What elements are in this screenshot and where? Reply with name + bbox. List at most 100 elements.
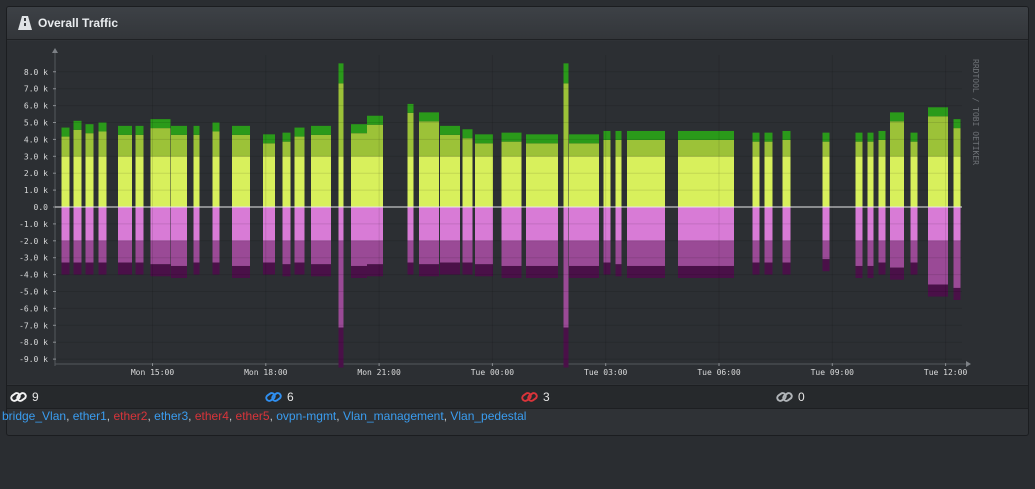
outbound-bar-peak [135,262,144,275]
outbound-bar-peak [73,262,82,275]
outbound-bar-low [338,207,344,241]
outbound-bar-peak [171,265,187,278]
inbound-bar-low [928,156,948,207]
outbound-bar-peak [85,262,94,275]
inbound-bar-peak [627,130,665,140]
inbound-bar-low [867,156,874,207]
outbound-bar-peak [878,262,886,275]
outbound-bar-mid [150,240,171,265]
outbound-bar-peak [440,262,460,275]
outbound-bar-mid [569,240,599,266]
separator: , [336,409,343,423]
outbound-bar-peak [953,287,961,300]
inbound-bar-peak [569,134,599,144]
inbound-bar-mid [878,139,886,157]
outbound-bar-low [953,207,961,241]
outbound-bar-low [878,207,886,241]
outbound-bar-peak [867,265,874,278]
outbound-bar-mid [85,240,94,263]
outbound-bar-low [61,207,70,241]
outbound-bar-mid [603,240,611,263]
inbound-bar-low [150,156,171,207]
interface-link-vlan-pedestal[interactable]: Vlan_pedestal [450,409,527,423]
inbound-bar-mid [85,133,94,157]
y-tick-label: -2.0 k [19,237,48,246]
outbound-bar-mid [98,240,107,263]
inbound-bar-mid [118,134,132,157]
outbound-bar-peak [764,262,773,275]
y-tick-label: -8.0 k [19,338,48,347]
outbound-bar-low [928,207,948,241]
inbound-bar-mid [953,128,961,157]
interface-link-ether3[interactable]: ether3 [154,409,189,423]
outbound-bar-peak [855,265,863,278]
outbound-bar-mid [338,240,344,328]
outbound-bar-low [678,207,734,241]
interface-link-ovpn-mgmt[interactable]: ovpn-mgmt [276,409,337,423]
inbound-bar-mid [475,143,493,157]
outbound-bar-mid [462,240,473,263]
outbound-bar-mid [563,240,569,328]
outbound-bar-low [890,207,904,241]
outbound-bar-mid [764,240,773,263]
outbound-bar-low [311,207,331,241]
x-tick-label: Mon 18:00 [244,368,288,377]
inbound-bar-peak [367,115,383,125]
outbound-bar-mid [822,240,830,260]
outbound-bar-mid [855,240,863,266]
outbound-bar-mid [475,240,493,265]
outbound-bar-peak [98,262,107,275]
separator: , [147,409,155,423]
outbound-bar-low [118,207,132,241]
inbound-bar-peak [351,124,367,134]
outbound-bar-mid [171,240,187,266]
inbound-bar-peak [953,119,961,129]
inbound-bar-low [462,156,473,207]
inbound-bar-peak [822,132,830,142]
x-tick-label: Mon 15:00 [131,368,175,377]
outbound-bar-mid [407,240,414,263]
outbound-bar-low [351,207,367,241]
outbound-bar-peak [822,259,830,272]
outbound-bar-mid [878,240,886,263]
outbound-bar-low [407,207,414,241]
inbound-bar-peak [878,130,886,140]
outbound-bar-low [263,207,275,241]
outbound-bar-peak [462,262,473,275]
separator: , [228,409,236,423]
inbound-bar-low [603,156,611,207]
outbound-bar-peak [627,265,665,278]
y-tick-label: 1.0 k [24,186,48,195]
counter-value: 0 [798,390,805,404]
interface-link-vlan-management[interactable]: Vlan_management [342,409,444,423]
inbound-bar-mid [311,134,331,157]
inbound-bar-low [910,156,918,207]
inbound-bar-mid [338,83,344,157]
outbound-bar-peak [311,264,331,277]
inbound-bar-peak [294,127,305,137]
outbound-bar-peak [294,262,305,275]
inbound-bar-peak [282,132,291,142]
inbound-bar-peak [764,132,773,142]
y-tick-label: 4.0 k [24,135,48,144]
inbound-bar-low [752,156,760,207]
inbound-bar-peak [118,125,132,135]
inbound-bar-low [311,156,331,207]
inbound-bar-mid [440,134,460,157]
inbound-bar-low [782,156,791,207]
interface-link-bridge-vlan[interactable]: bridge_Vlan [2,409,67,423]
interface-link-ether4[interactable]: ether4 [194,409,229,423]
outbound-bar-peak [501,265,522,278]
interface-link-ether2[interactable]: ether2 [113,409,148,423]
inbound-bar-peak [475,134,493,144]
outbound-bar-low [782,207,791,241]
x-tick-label: Tue 12:00 [924,368,968,377]
inbound-bar-mid [367,124,383,157]
inbound-bar-peak [563,63,569,84]
inbound-bar-mid [563,83,569,157]
inbound-bar-low [118,156,132,207]
y-tick-label: -6.0 k [19,304,48,313]
interface-link-ether1[interactable]: ether1 [72,409,107,423]
outbound-bar-peak [615,264,622,277]
interface-link-ether5[interactable]: ether5 [235,409,270,423]
